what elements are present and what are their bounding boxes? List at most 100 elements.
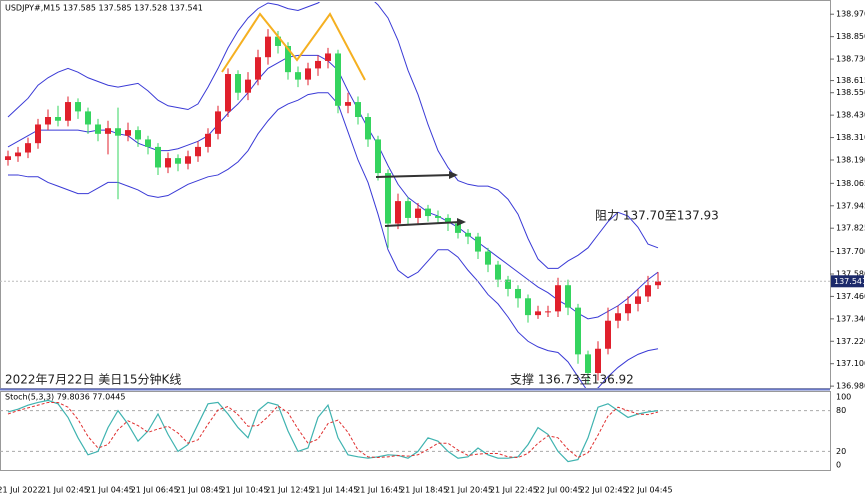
y-tick-label: 138.430 [836, 111, 865, 120]
y-tick-label: 100 [836, 393, 851, 402]
candle-body [485, 251, 491, 265]
candle-body [425, 208, 431, 217]
y-tick-label: 137.340 [836, 314, 865, 323]
x-tick-label: 21 Jul 02:45 [41, 486, 89, 495]
y-tick-label: 138.970 [836, 10, 865, 19]
y-tick-label: 137.220 [836, 337, 865, 346]
candle-body [595, 348, 601, 374]
arrow [384, 221, 461, 227]
candle-body [75, 102, 81, 112]
x-tick-label: 21 Jul 04:45 [86, 486, 134, 495]
date-note: 2022年7月22日 美日15分钟K线 [5, 372, 181, 387]
x-tick-label: 21 Jul 06:45 [131, 486, 179, 495]
price-plot [5, 2, 661, 388]
candle-body [275, 36, 281, 46]
x-tick-label: 21 Jul 12:45 [265, 486, 313, 495]
candle-body [625, 303, 631, 314]
candle-body [505, 279, 511, 289]
candle-body [615, 313, 621, 321]
y-tick-label: 137.100 [836, 359, 865, 368]
candle-body [155, 146, 161, 168]
x-tick-label: 21 Jul 22:45 [490, 486, 538, 495]
candle-body [135, 130, 141, 140]
candle-body [85, 111, 91, 125]
candle-body [465, 232, 471, 237]
candle-body [95, 124, 101, 134]
candle-body [395, 201, 401, 224]
support-note: 支撑 136.73至136.92 [510, 372, 634, 387]
main-panel [0, 0, 831, 389]
x-tick-label: 21 Jul 08:45 [176, 486, 224, 495]
x-tick-label: 21 Jul 20:45 [445, 486, 493, 495]
candle-body [165, 158, 171, 168]
candle-body [445, 217, 451, 224]
candle-body [345, 102, 351, 106]
candle-body [645, 285, 651, 297]
m-pattern [221, 12, 366, 81]
stoch-signal [7, 401, 659, 459]
x-tick-label: 21 Jul 14:45 [310, 486, 358, 495]
y-tick-label: 137.580 [836, 269, 865, 278]
candle-body [545, 311, 551, 313]
candle-body [285, 45, 291, 73]
candle-body [175, 158, 181, 164]
y-tick-label: 137.460 [836, 292, 865, 301]
candle-body [245, 79, 251, 93]
candle-body [185, 156, 191, 164]
y-tick-label: 80 [836, 406, 846, 415]
candle-body [525, 298, 531, 316]
candle-body [365, 117, 371, 140]
candle-body [315, 60, 321, 69]
y-tick-label: 137.825 [836, 224, 865, 233]
candle-body [195, 146, 201, 157]
band-lower [8, 92, 659, 388]
y-tick-label: 20 [836, 447, 846, 456]
x-tick-label: 22 Jul 02:45 [580, 486, 628, 495]
candle-body [15, 152, 21, 157]
y-tick-label: 138.065 [836, 179, 865, 188]
candle-body [295, 72, 301, 80]
candle-body [605, 320, 611, 349]
band-upper [7, 2, 659, 269]
candle-body [405, 201, 411, 218]
stoch-panel [0, 391, 831, 471]
x-tick-label: 21 Jul 18:45 [400, 486, 448, 495]
x-tick-label: 21 Jul 10:45 [221, 486, 269, 495]
y-tick-label: 138.310 [836, 133, 865, 142]
candle-body [25, 143, 31, 153]
y-tick-label: 136.980 [836, 382, 865, 391]
x-tick-label: 22 Jul 04:45 [625, 486, 673, 495]
candle-body [225, 74, 231, 112]
candle-body [535, 311, 541, 316]
stoch-label: Stoch(5,3,3) 79.8036 77.0445 [5, 393, 125, 402]
candle-body [385, 173, 391, 224]
candle-body [105, 128, 111, 134]
candle-body [575, 307, 581, 355]
y-tick-label: 138.850 [836, 32, 865, 41]
candle-body [325, 53, 331, 61]
y-tick-label: 138.550 [836, 88, 865, 97]
y-tick-label: 0 [836, 461, 841, 470]
chart-title: USDJPY#,M15 137.585 137.585 137.528 137.… [5, 4, 203, 13]
candle-body [355, 102, 361, 118]
candle-body [565, 285, 571, 308]
candle-body [145, 139, 151, 147]
candle-body [205, 133, 211, 147]
x-tick-label: 21 Jul 2022 [0, 486, 43, 495]
pattern-lines [221, 12, 466, 227]
candle-body [115, 128, 121, 136]
candle-body [435, 216, 441, 218]
y-tick-label: 138.615 [836, 76, 865, 85]
candle-body [515, 288, 521, 299]
candle-body [255, 57, 261, 80]
candle-body [65, 102, 71, 121]
arrow-head [457, 218, 466, 226]
candle-body [635, 296, 641, 304]
candle-body [475, 236, 481, 252]
last-price-label: 137.541 [834, 277, 865, 286]
candle-body [415, 208, 421, 218]
x-tick-label: 22 Jul 00:45 [535, 486, 583, 495]
arrow-head [449, 171, 458, 179]
